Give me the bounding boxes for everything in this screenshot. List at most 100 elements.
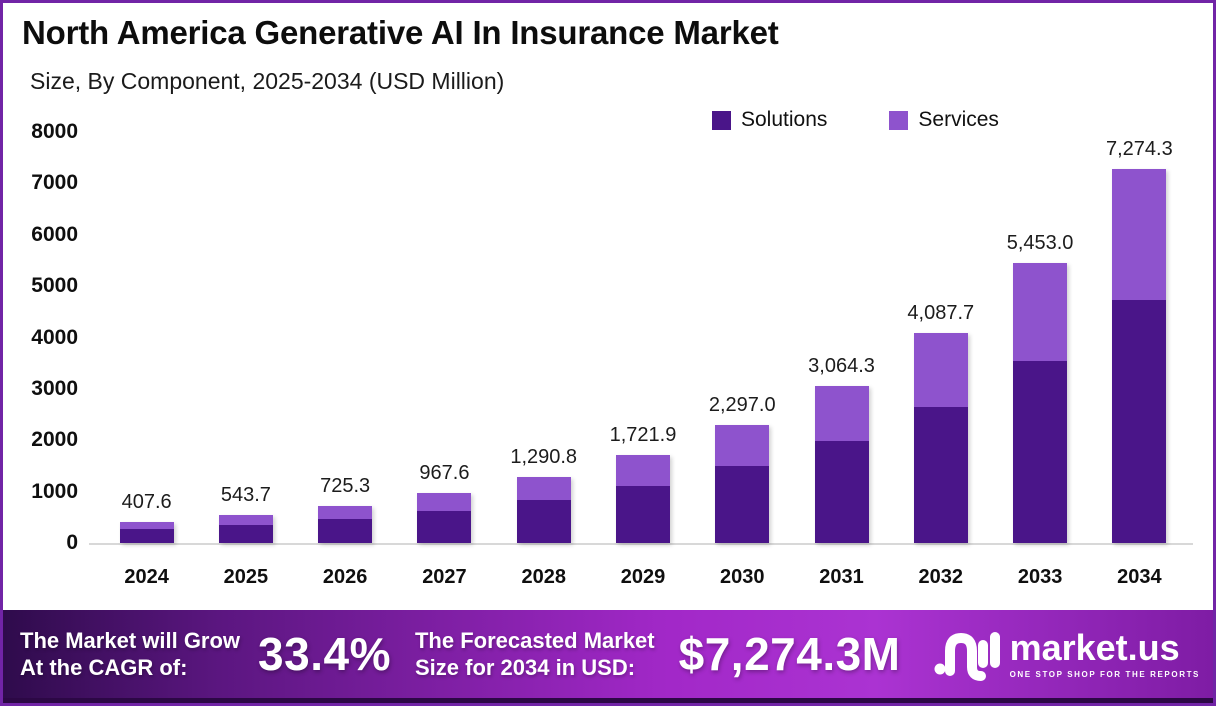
bar-group-2034: 7,274.3 2034 <box>1090 132 1189 588</box>
stacked-bar <box>218 515 273 543</box>
growth-label: The Market will Grow At the CAGR of: <box>20 627 240 682</box>
legend-item-solutions: Solutions <box>712 108 827 132</box>
y-tick-label: 5000 <box>31 274 78 298</box>
bar-value-label: 3,064.3 <box>808 354 875 377</box>
bar-value-label: 725.3 <box>320 474 371 497</box>
x-tick-label: 2030 <box>720 566 765 588</box>
solutions-segment <box>913 406 968 543</box>
forecast-value: $7,274.3M <box>678 628 901 680</box>
services-segment <box>318 505 373 519</box>
bar-value-label: 1,290.8 <box>510 445 578 468</box>
y-tick-label: 8000 <box>31 120 78 143</box>
solutions-segment <box>814 440 869 543</box>
bar-value-label: 543.7 <box>220 484 271 507</box>
bar-value-label: 2,297.0 <box>708 394 776 416</box>
page-title: North America Generative AI In Insurance… <box>22 14 779 51</box>
solutions-segment <box>615 485 670 543</box>
x-axis-line <box>89 543 1193 545</box>
bar-group-2024: 407.6 2024 <box>97 132 196 588</box>
solutions-segment <box>318 518 373 543</box>
x-tick-label: 2025 <box>223 566 269 588</box>
x-tick-label: 2026 <box>322 566 368 588</box>
y-tick-label: 1000 <box>31 479 78 503</box>
x-tick-label: 2024 <box>124 566 169 588</box>
x-tick-label: 2028 <box>521 566 566 588</box>
stacked-bar <box>119 522 174 543</box>
services-segment <box>715 425 770 467</box>
y-tick-label: 0 <box>66 531 78 554</box>
cagr-value: 33.4% <box>258 628 391 680</box>
y-tick-label: 6000 <box>31 222 78 246</box>
bar-value-label: 967.6 <box>419 462 470 485</box>
bar-chart: 0 1000 2000 3000 4000 5000 6000 7000 8000 407.6 2… <box>20 120 1196 600</box>
solutions-swatch-icon <box>712 110 731 130</box>
services-swatch-icon <box>889 110 909 130</box>
bar-value-label: 5,453.0 <box>1006 231 1074 254</box>
legend-label: Solutions <box>741 108 828 131</box>
marketus-logo-icon <box>934 632 1000 681</box>
forecast-label-line2: Size for 2034 in USD: <box>414 655 636 680</box>
bar-group-2030: 2,297.0 2030 <box>693 132 792 588</box>
services-segment <box>913 333 968 407</box>
growth-label-line2: At the CAGR of: <box>20 655 188 680</box>
chart-legend: Solutions Services <box>712 108 999 132</box>
stacked-bar <box>1013 262 1068 543</box>
solutions-segment <box>715 466 770 543</box>
solutions-segment <box>1112 300 1167 543</box>
services-segment <box>516 476 571 500</box>
bar-group-2031: 3,064.3 2031 <box>792 132 891 588</box>
solutions-segment <box>516 499 571 543</box>
y-tick-label: 4000 <box>31 325 78 349</box>
x-tick-label: 2034 <box>1117 566 1162 588</box>
stacked-bar <box>1112 169 1167 543</box>
bar-value-label: 407.6 <box>121 491 172 514</box>
marketus-logo: market.us ONE STOP SHOP FOR THE REPORTS <box>934 623 1200 685</box>
legend-label: Services <box>918 108 999 131</box>
y-tick-label: 7000 <box>31 171 78 195</box>
services-segment <box>218 515 273 525</box>
x-tick-label: 2033 <box>1017 566 1063 588</box>
stacked-bar <box>913 333 968 543</box>
x-tick-label: 2032 <box>918 566 964 588</box>
growth-label-line1: The Market will Grow <box>20 627 241 653</box>
bar-value-label: 7,274.3 <box>1105 138 1173 161</box>
forecast-label: The Forecasted Market Size for 2034 in U… <box>415 627 655 682</box>
bar-group-2026: 725.3 2026 <box>296 132 395 588</box>
legend-item-services: Services <box>889 108 999 132</box>
bar-group-2033: 5,453.0 2033 <box>990 132 1089 588</box>
plot-area: 407.6 2024 543.7 2025 725.3 2026 967.6 2027 1,29… <box>89 132 1193 588</box>
services-segment <box>1013 262 1068 361</box>
bar-group-2027: 967.6 2027 <box>395 132 494 588</box>
logo-text-column: market.us ONE STOP SHOP FOR THE REPORTS <box>1009 626 1200 679</box>
bar-value-label: 4,087.7 <box>907 302 975 324</box>
bar-value-label: 1,721.9 <box>609 423 677 446</box>
solutions-segment <box>1013 360 1068 543</box>
solutions-segment <box>417 510 472 543</box>
y-tick-label: 3000 <box>31 376 78 400</box>
bar-group-2029: 1,721.9 2029 <box>593 132 692 588</box>
x-tick-label: 2029 <box>620 566 666 588</box>
services-segment <box>119 522 174 530</box>
services-segment <box>1112 169 1167 301</box>
forecast-label-line1: The Forecasted Market <box>414 627 655 653</box>
footer-banner: The Market will Grow At the CAGR of: 33.… <box>0 610 1216 698</box>
solutions-segment <box>119 529 174 543</box>
services-segment <box>814 385 869 441</box>
stacked-bar <box>417 493 472 543</box>
bar-group-2028: 1,290.8 2028 <box>494 132 593 588</box>
stacked-bar <box>318 505 373 543</box>
y-tick-label: 2000 <box>31 428 78 452</box>
services-segment <box>615 454 670 486</box>
page-subtitle: Size, By Component, 2025-2034 (USD Milli… <box>30 68 505 94</box>
stacked-bar <box>615 454 670 543</box>
x-tick-label: 2031 <box>819 566 864 588</box>
bar-group-2032: 4,087.7 2032 <box>891 132 990 588</box>
logo-name: market.us <box>1009 626 1180 668</box>
y-axis: 0 1000 2000 3000 4000 5000 6000 7000 8000 <box>20 120 78 600</box>
bar-group-2025: 543.7 2025 <box>196 132 295 588</box>
services-segment <box>417 493 472 511</box>
stacked-bar <box>715 425 770 543</box>
stacked-bar <box>516 476 571 543</box>
x-tick-label: 2027 <box>422 566 467 588</box>
stacked-bar <box>814 385 869 543</box>
